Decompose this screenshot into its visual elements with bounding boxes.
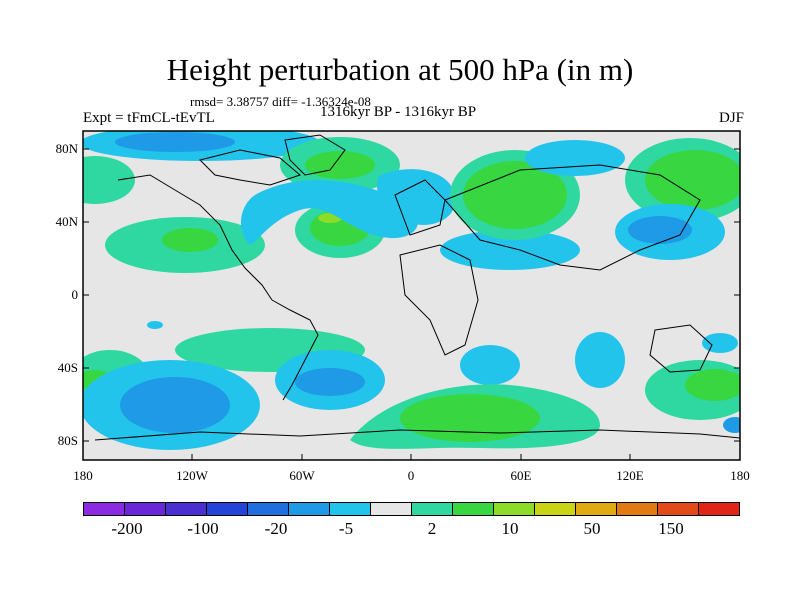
lon-label-60w: 60W (289, 468, 315, 483)
colorbar-swatch (248, 503, 289, 515)
period-label: 1316kyr BP - 1316kyr BP (320, 104, 477, 120)
colorbar-swatch (535, 503, 576, 515)
statistics-text: rmsd= 3.38757 diff= -1.36324e-08 (190, 94, 371, 109)
colorbar-swatch (166, 503, 207, 515)
colorbar-swatch (371, 503, 412, 515)
colorbar-swatch (289, 503, 330, 515)
lat-label-80s: 80S (57, 433, 78, 448)
colorbar-label: 50 (583, 519, 601, 538)
colorbar-label: -200 (111, 519, 143, 538)
colorbar-label: 2 (427, 519, 437, 538)
colorbar-label: -5 (338, 519, 354, 538)
map-title: Height perturbation at 500 hPa (in m) (166, 52, 634, 87)
lon-label-0: 0 (407, 468, 415, 483)
colorbar-swatch (658, 503, 699, 515)
colorbar-swatch (125, 503, 166, 515)
colorbar-swatch (453, 503, 494, 515)
colorbar-swatch (617, 503, 658, 515)
lon-label-120e: 120E (616, 468, 644, 483)
colorbar-swatch (330, 503, 371, 515)
colorbar (83, 502, 740, 516)
colorbar-label: 150 (658, 519, 684, 538)
colorbar-swatch (576, 503, 617, 515)
lat-label-40n: 40N (55, 214, 78, 229)
colorbar-swatch (494, 503, 535, 515)
lon-label-120w: 120W (176, 468, 208, 483)
lon-label-180e: 180 (730, 468, 750, 483)
colorbar-swatch (207, 503, 248, 515)
colorbar-swatch (699, 503, 739, 515)
colorbar-label: -100 (187, 519, 219, 538)
lon-label-180w: 180 (73, 468, 93, 483)
experiment-label: Expt = tFmCL-tEvTL (83, 110, 215, 126)
lon-label-60e: 60E (510, 468, 532, 483)
colorbar-label: -20 (264, 519, 288, 538)
season-label: DJF (718, 110, 744, 126)
lat-label-40s: 40S (57, 360, 78, 375)
colorbar-swatch (84, 503, 125, 515)
lat-label-0: 0 (71, 287, 79, 302)
colorbar-swatch (412, 503, 453, 515)
colorbar-label: 10 (501, 519, 519, 538)
lat-label-80n: 80N (55, 141, 78, 156)
